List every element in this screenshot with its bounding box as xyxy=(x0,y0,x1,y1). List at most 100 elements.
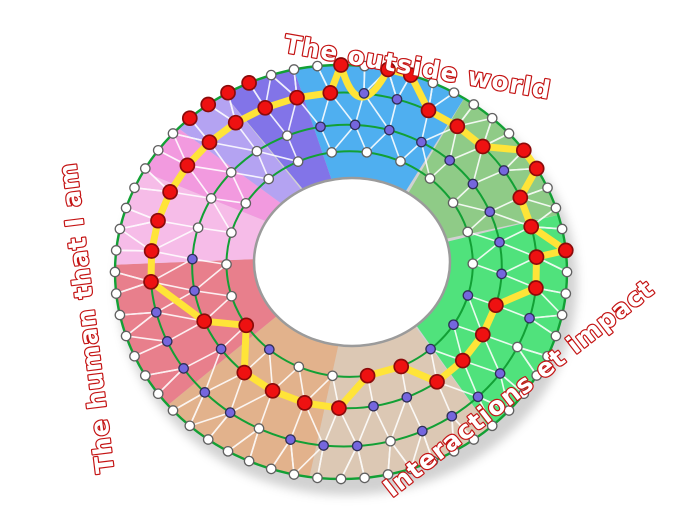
white-node xyxy=(265,69,277,81)
white-node xyxy=(542,182,553,194)
purple-node xyxy=(448,319,459,331)
white-node xyxy=(503,405,515,416)
red-node xyxy=(528,280,544,296)
purple-node xyxy=(351,440,363,452)
white-node xyxy=(114,309,126,321)
red-node xyxy=(227,114,244,131)
red-node xyxy=(236,364,253,381)
white-node xyxy=(395,155,406,167)
purple-node xyxy=(498,165,510,176)
white-node xyxy=(243,455,255,467)
red-node xyxy=(402,67,419,83)
white-node xyxy=(240,197,252,209)
white-node xyxy=(167,128,179,139)
white-node xyxy=(129,350,140,362)
purple-node xyxy=(425,343,436,355)
purple-node xyxy=(494,236,505,248)
wheel-hole xyxy=(252,176,452,348)
white-node xyxy=(120,330,132,342)
purple-node xyxy=(496,268,507,280)
red-node xyxy=(515,142,532,159)
purple-node xyxy=(263,344,275,355)
white-node xyxy=(184,420,196,432)
white-node xyxy=(288,469,300,480)
white-node xyxy=(253,423,265,434)
white-node xyxy=(556,309,568,321)
red-node xyxy=(474,138,491,155)
red-node xyxy=(528,249,545,265)
white-node xyxy=(202,434,214,445)
white-node xyxy=(226,290,237,302)
red-node xyxy=(474,326,491,343)
label-human-that-i-am: The human that I am xyxy=(53,161,120,475)
white-node xyxy=(550,202,562,214)
red-node xyxy=(557,242,574,259)
white-node xyxy=(312,60,323,72)
red-node xyxy=(150,212,166,229)
white-node xyxy=(427,455,439,467)
red-node xyxy=(380,61,396,78)
purple-node xyxy=(161,336,173,347)
white-node xyxy=(205,193,217,204)
purple-node xyxy=(187,253,198,265)
purple-node xyxy=(401,391,413,403)
red-node xyxy=(528,160,545,177)
purple-node xyxy=(368,400,379,412)
white-node xyxy=(292,156,304,167)
purple-node xyxy=(446,410,458,422)
white-node xyxy=(152,144,164,156)
white-node xyxy=(251,145,263,157)
red-node xyxy=(359,367,376,384)
red-node xyxy=(220,84,236,101)
purple-node xyxy=(472,391,484,403)
red-node xyxy=(296,395,313,411)
white-node xyxy=(109,266,121,278)
white-node xyxy=(326,147,338,158)
red-node xyxy=(196,313,213,330)
white-node xyxy=(335,473,347,485)
purple-node xyxy=(467,178,479,190)
purple-node xyxy=(416,136,427,148)
white-node xyxy=(139,370,151,381)
purple-node xyxy=(358,88,370,99)
red-node xyxy=(143,243,160,259)
white-node xyxy=(222,445,234,457)
white-node xyxy=(382,469,394,480)
white-node xyxy=(462,226,474,238)
red-node xyxy=(393,358,410,375)
red-node xyxy=(449,118,466,135)
red-node xyxy=(454,352,471,369)
purple-node xyxy=(383,124,395,136)
white-node xyxy=(518,388,530,400)
red-node xyxy=(322,85,339,101)
purple-node xyxy=(524,312,535,324)
white-node xyxy=(225,167,237,178)
red-node xyxy=(429,373,445,390)
white-node xyxy=(468,434,480,445)
white-node xyxy=(468,99,480,110)
red-node xyxy=(143,273,159,290)
purple-node xyxy=(416,425,428,437)
white-node xyxy=(226,227,237,238)
white-node xyxy=(556,223,568,235)
white-node xyxy=(312,472,323,484)
red-node xyxy=(238,317,255,334)
white-node xyxy=(361,146,373,158)
white-node xyxy=(139,163,151,174)
red-node xyxy=(331,400,347,416)
sector-deep-pink xyxy=(143,128,282,222)
red-node xyxy=(289,89,305,106)
white-node xyxy=(512,341,523,353)
white-node xyxy=(448,87,460,99)
red-node xyxy=(162,184,178,200)
white-node xyxy=(288,64,300,75)
red-node xyxy=(512,189,529,206)
red-node xyxy=(257,99,274,116)
white-node xyxy=(467,258,479,270)
white-node xyxy=(167,405,179,416)
red-node xyxy=(488,297,504,314)
red-node xyxy=(333,57,349,73)
purple-node xyxy=(484,206,496,218)
